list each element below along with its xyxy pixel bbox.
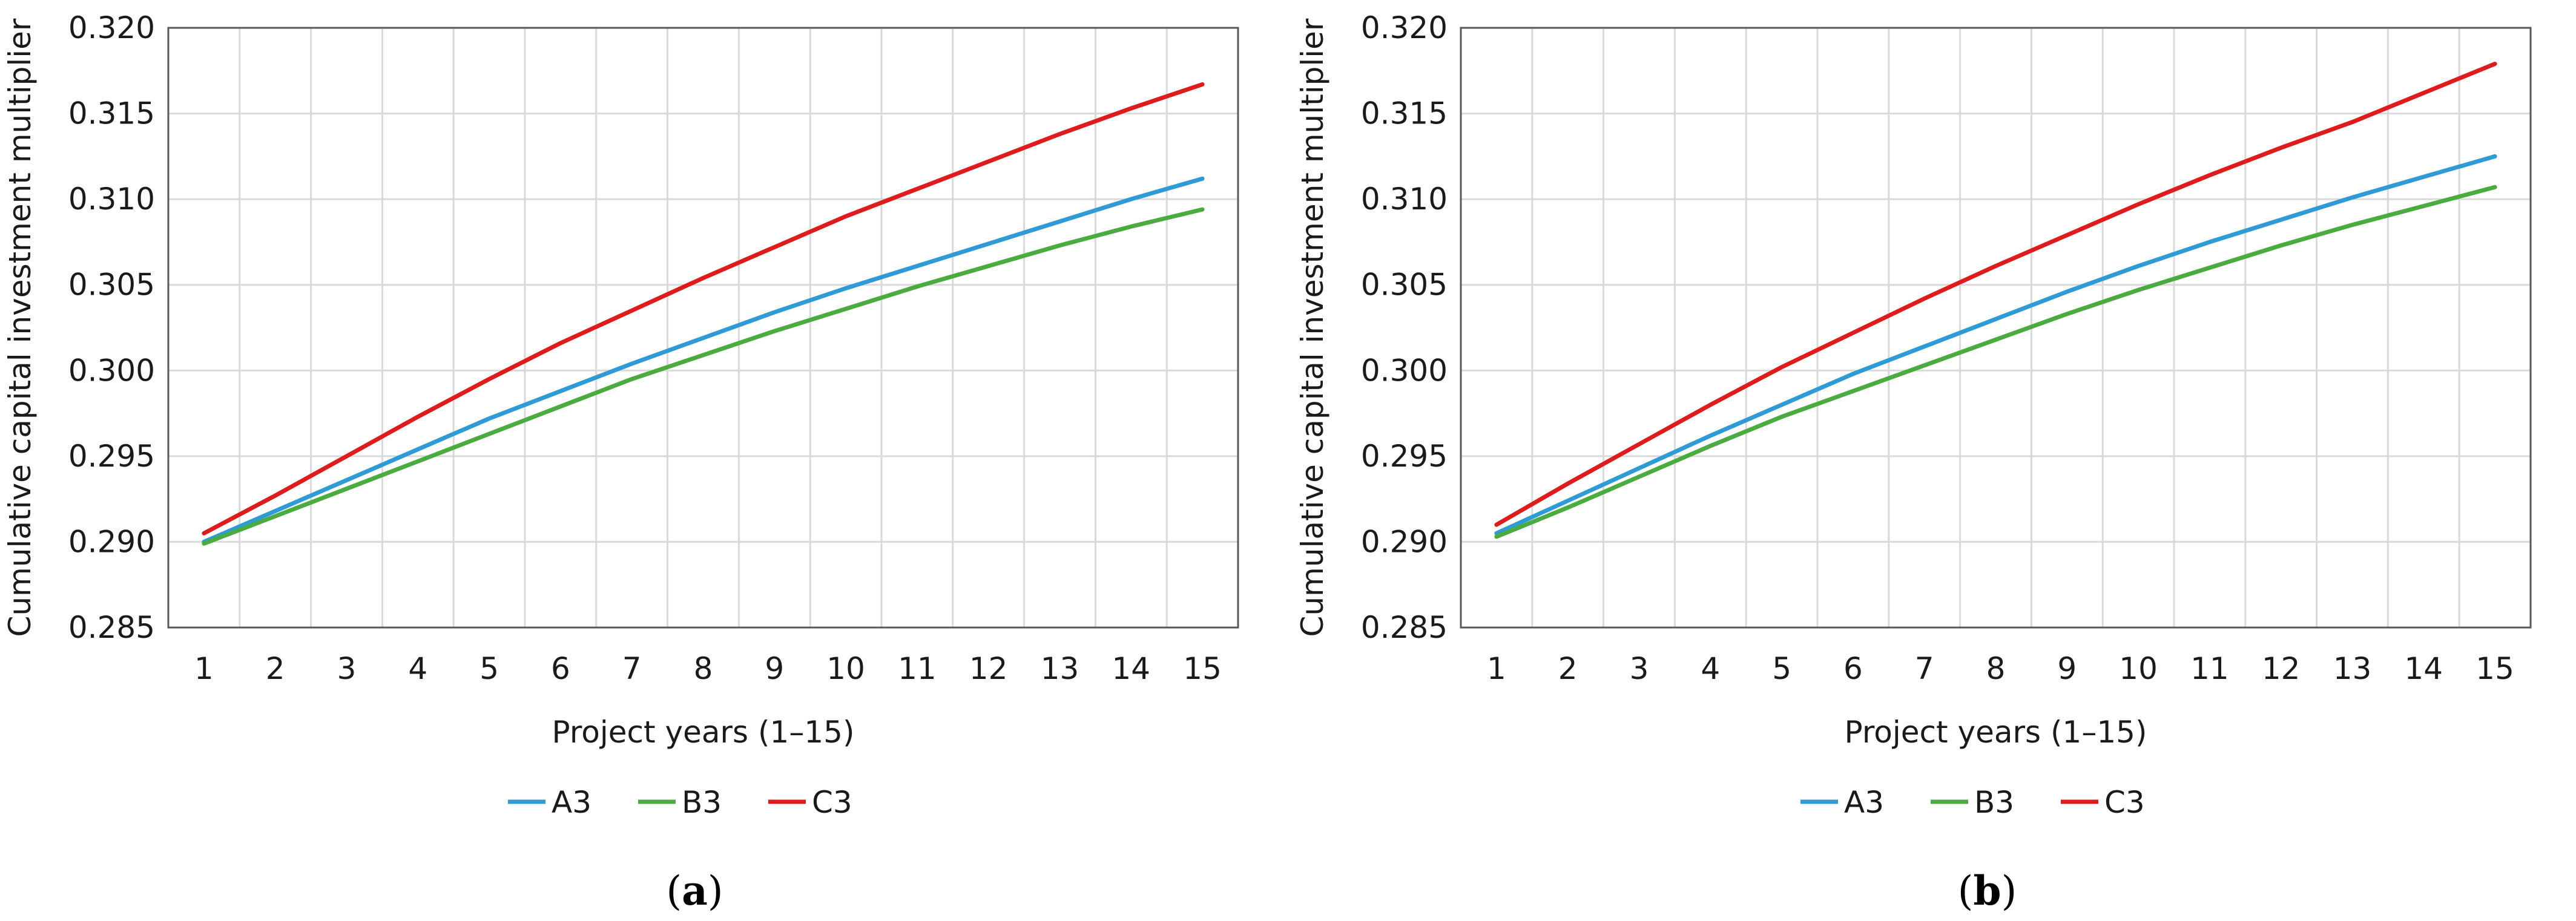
plot-area-border [167,27,1239,629]
x-tick-label: 13 [2333,651,2372,686]
series-line-a3 [202,176,1205,544]
series-line-b3 [202,207,1205,546]
x-tick-label: 7 [1915,651,1934,686]
legend-label-c3: C3 [2104,785,2145,820]
x-tick-label: 11 [2190,651,2229,686]
legend-label-a3: A3 [552,785,591,820]
y-tick-label: 0.285 [1361,610,1448,645]
x-tick-label: 1 [1487,651,1506,686]
y-tick-label: 0.295 [68,439,155,474]
x-tick-label: 8 [694,651,713,686]
x-tick-label: 7 [622,651,642,686]
y-tick-label: 0.310 [1361,182,1448,217]
y-tick-label: 0.300 [1361,353,1448,388]
panel-caption-letter: a [682,867,708,914]
x-tick-label: 12 [2262,651,2301,686]
y-tick-label: 0.320 [1361,10,1448,45]
y-tick-label: 0.295 [1361,439,1448,474]
x-tick-label: 6 [1843,651,1863,686]
x-tick-label: 10 [826,651,865,686]
x-tick-label: 14 [1112,651,1150,686]
series-line-c3 [202,82,1205,536]
x-tick-label: 3 [1630,651,1649,686]
chart-panel-a: 0.285 0.290 0.295 0.300 0.305 0.310 0.315 0.320… [0,0,1283,921]
x-tick-label: 12 [969,651,1008,686]
x-tick-label: 3 [337,651,357,686]
x-tick-label: 9 [2057,651,2077,686]
y-axis-title: Cumulative capital investment multiplier [2,18,38,637]
x-tick-label: 5 [1772,651,1791,686]
legend-label-c3: C3 [812,785,852,820]
x-tick-label: 4 [1701,651,1720,686]
y-tick-label: 0.310 [68,182,155,217]
y-tick-label: 0.315 [68,96,155,131]
panel-caption: (a) [666,867,723,914]
series-line-a3 [1494,154,2497,536]
legend-label-b3: B3 [1974,785,2014,820]
chart-panel-b: 0.285 0.290 0.295 0.300 0.305 0.310 0.315 0.320… [1293,0,2576,921]
x-tick-label: 6 [551,651,570,686]
x-axis-title: Project years (1–15) [1845,715,2147,750]
x-tick-label: 9 [765,651,784,686]
y-tick-label: 0.290 [68,524,155,559]
panel-caption-letter: b [1973,867,2001,914]
y-tick-label: 0.320 [68,10,155,45]
series-line-c3 [1494,62,2497,527]
plot-area-border [1460,27,2532,629]
panel-caption: (b) [1958,867,2017,914]
x-tick-label: 4 [408,651,427,686]
y-tick-label: 0.290 [1361,524,1448,559]
x-tick-label: 14 [2404,651,2443,686]
x-tick-label: 15 [2476,651,2514,686]
series-line-b3 [1494,185,2497,539]
line-chart-a: 0.285 0.290 0.295 0.300 0.305 0.310 0.315 0.320… [2,10,1239,914]
y-tick-label: 0.315 [1361,96,1448,131]
y-tick-label: 0.305 [1361,267,1448,303]
x-tick-label: 5 [479,651,499,686]
y-tick-label: 0.305 [68,267,155,303]
legend-label-b3: B3 [682,785,722,820]
x-axis-title: Project years (1–15) [552,715,855,750]
x-tick-label: 1 [194,651,214,686]
y-axis-title: Cumulative capital investment multiplier [1295,18,1330,637]
x-tick-label: 13 [1041,651,1079,686]
line-chart-b: 0.285 0.290 0.295 0.300 0.305 0.310 0.315 0.320… [1295,10,2532,914]
y-tick-label: 0.285 [68,610,155,645]
legend-label-a3: A3 [1844,785,1884,820]
x-tick-label: 10 [2119,651,2158,686]
x-tick-label: 8 [1986,651,2006,686]
x-tick-label: 15 [1183,651,1222,686]
x-tick-label: 2 [1558,651,1578,686]
y-tick-label: 0.300 [68,353,155,388]
x-tick-label: 2 [266,651,285,686]
x-tick-label: 11 [898,651,937,686]
